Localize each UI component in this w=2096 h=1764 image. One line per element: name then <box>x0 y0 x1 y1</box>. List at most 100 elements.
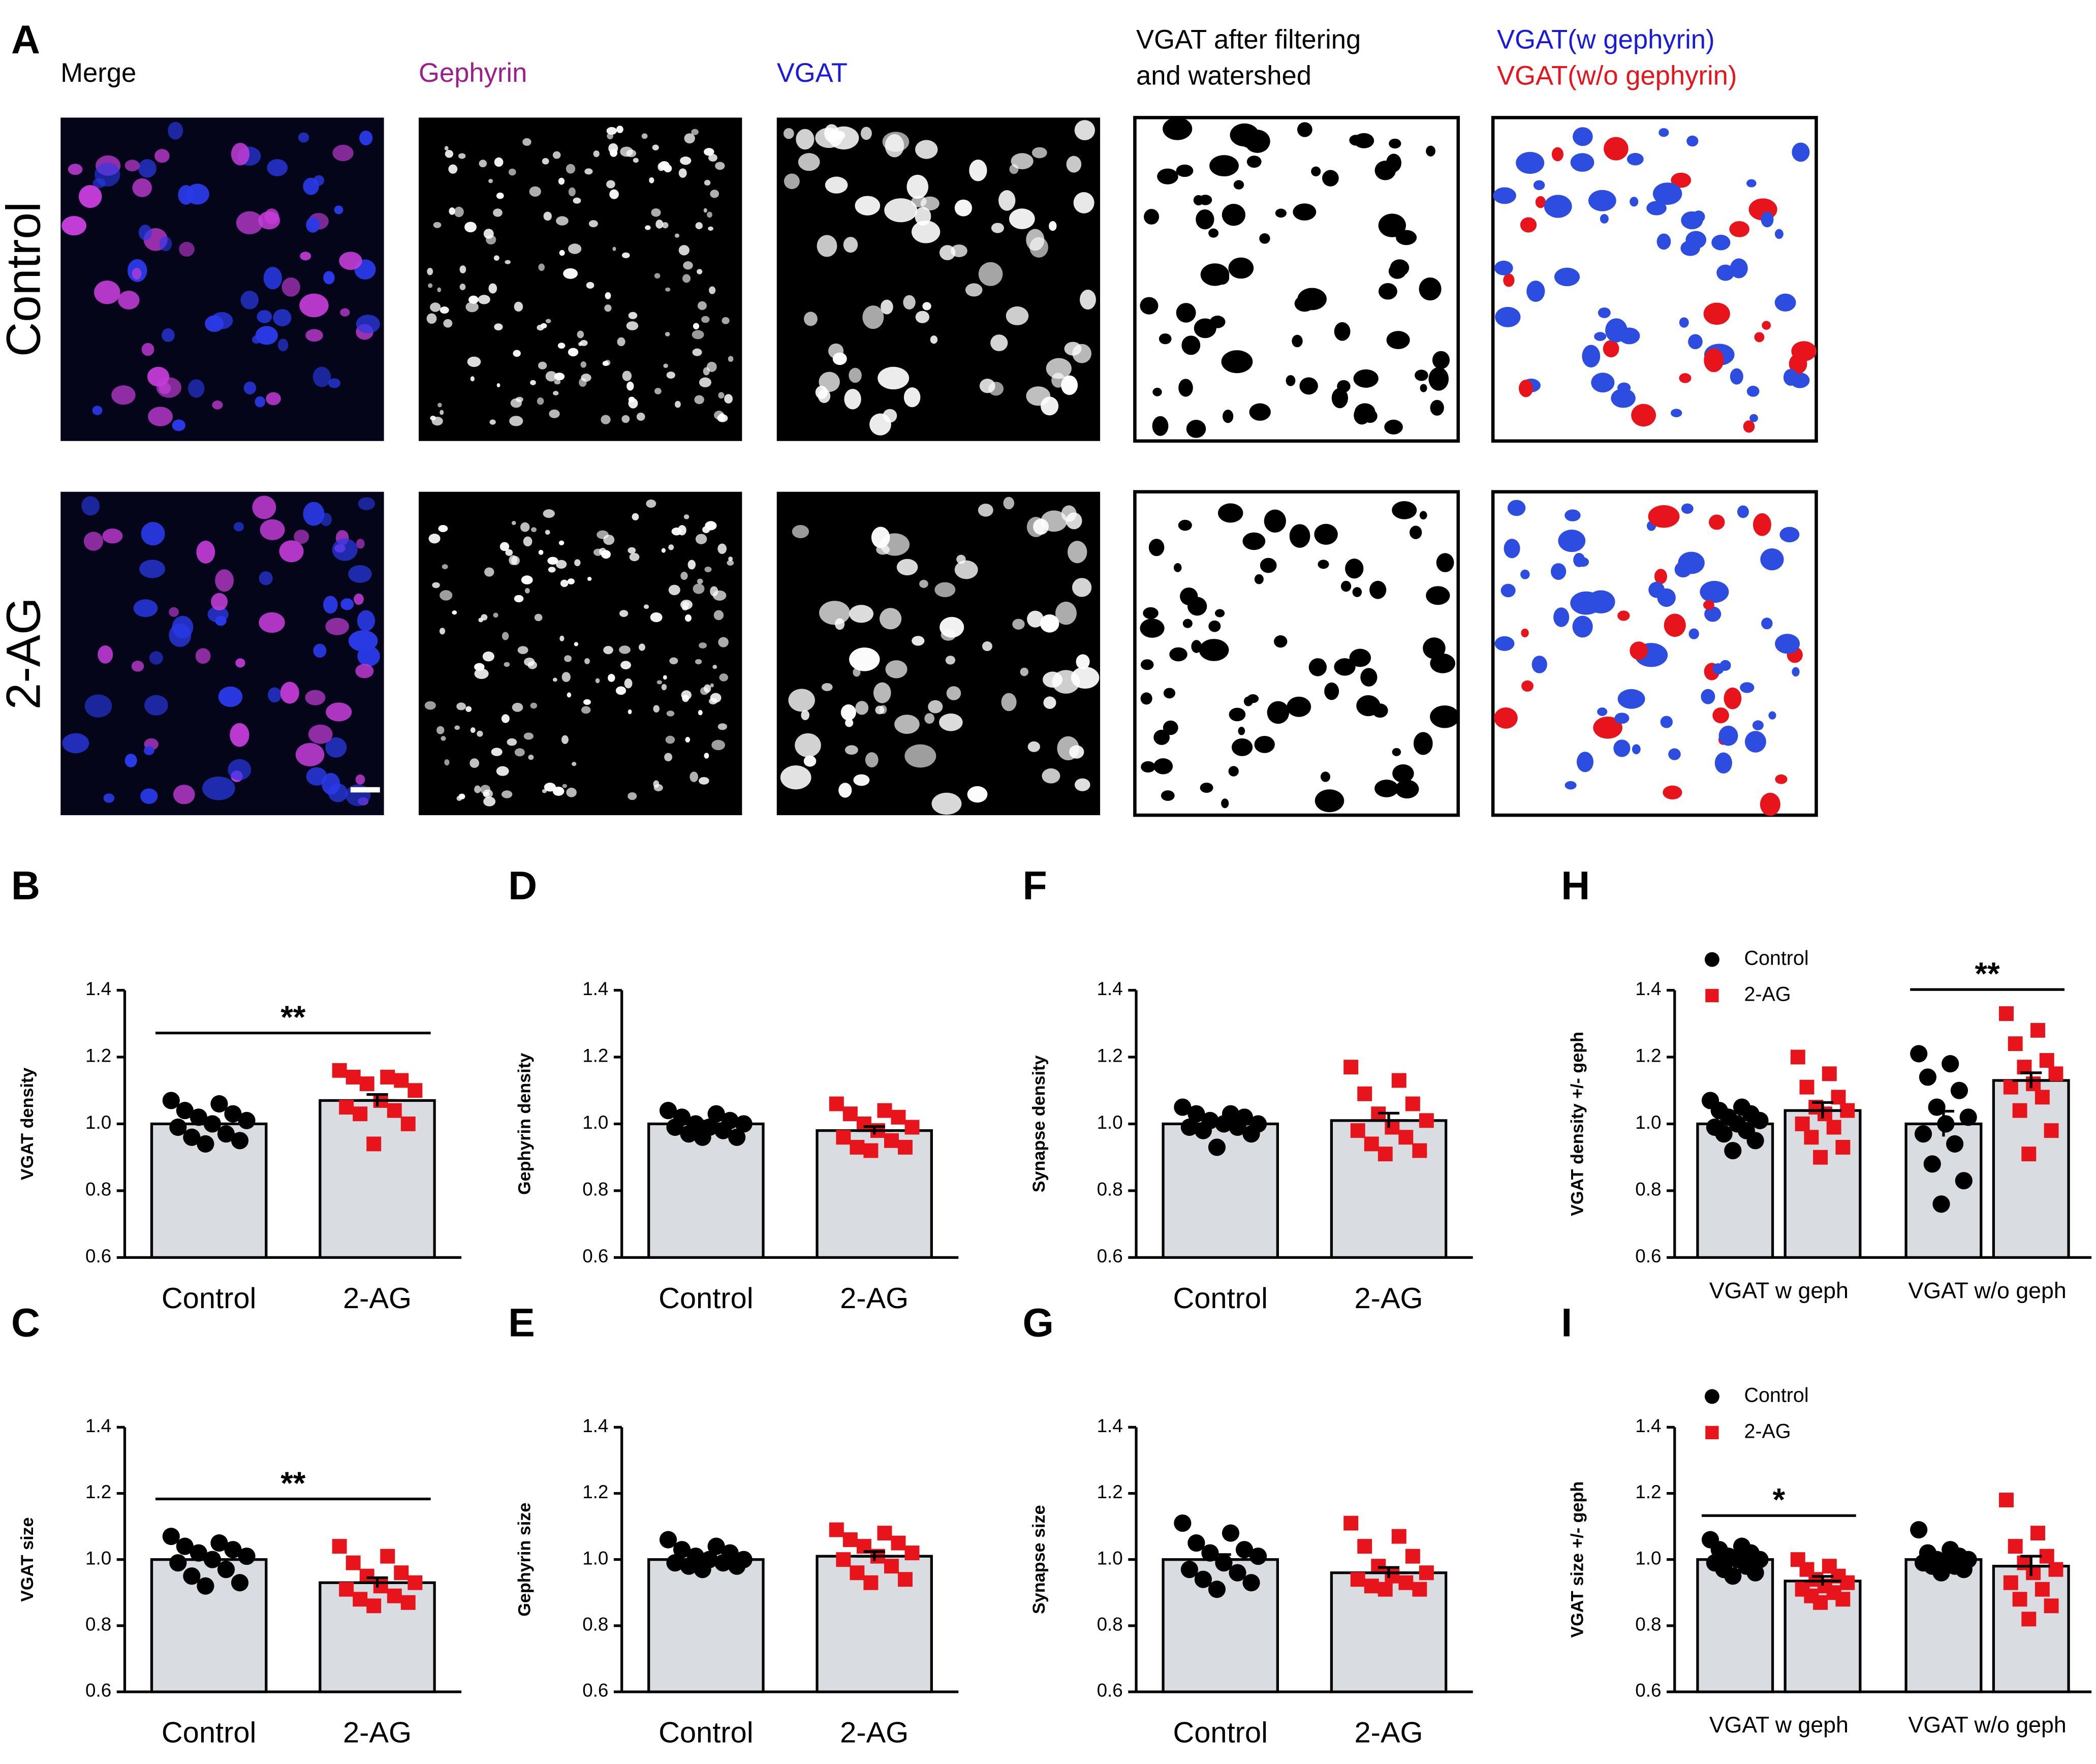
data-point <box>394 1073 409 1088</box>
image-blob <box>1740 682 1755 693</box>
image-blob <box>1274 635 1288 648</box>
y-axis-label: Synapse size <box>1029 1505 1049 1614</box>
image-blob <box>530 380 536 386</box>
row-label: 2-AG <box>0 597 51 709</box>
data-point <box>728 1128 746 1146</box>
image-blob <box>312 366 331 387</box>
scale-bar <box>350 787 380 793</box>
image-blob <box>1426 145 1435 157</box>
data-point <box>1724 1567 1742 1585</box>
data-point <box>1350 1123 1365 1138</box>
image-blob <box>188 379 205 398</box>
image-blob <box>951 244 967 257</box>
data-point <box>884 1133 899 1148</box>
image-blob <box>853 668 861 677</box>
data-point <box>210 1095 228 1113</box>
image-blob <box>233 522 244 532</box>
image-blob <box>1374 161 1396 180</box>
image-blob <box>1430 399 1444 416</box>
image-blob <box>432 582 440 589</box>
x-tick-label: 2-AG <box>1355 1282 1423 1315</box>
image-blob <box>306 217 320 233</box>
image-blob <box>514 595 524 603</box>
data-point <box>1932 1195 1950 1213</box>
image-blob <box>458 793 465 799</box>
data-point <box>197 1577 214 1595</box>
image-blob <box>567 578 575 584</box>
image-blob <box>1196 209 1214 230</box>
image-blob <box>1680 240 1700 256</box>
image-blob <box>273 309 292 327</box>
image-blob <box>701 316 710 323</box>
image-blob <box>601 550 611 559</box>
image-blob <box>320 513 332 527</box>
image-title: VGAT after filtering <box>1136 24 1361 54</box>
image-blob <box>608 143 618 153</box>
image-blob <box>1668 748 1681 760</box>
data-point <box>863 1575 879 1590</box>
data-point <box>2012 1103 2027 1118</box>
image-blob <box>1242 532 1266 550</box>
image-blob <box>1686 135 1699 147</box>
data-point <box>1222 1524 1240 1542</box>
image-blob <box>281 277 300 297</box>
panel-label: A <box>11 17 40 62</box>
image-blob <box>236 211 263 234</box>
image-blob <box>340 598 354 610</box>
image-blob <box>1322 170 1339 187</box>
data-point <box>1242 1574 1260 1592</box>
data-point <box>714 1122 732 1139</box>
y-tick-label: 1.2 <box>1635 1045 1661 1066</box>
data-point <box>1201 1544 1219 1562</box>
image-blob <box>1178 379 1193 397</box>
image-blob <box>502 632 509 640</box>
data-point <box>842 1106 858 1122</box>
data-point <box>2044 1598 2059 1614</box>
y-tick-label: 0.8 <box>582 1614 608 1635</box>
data-point <box>1950 1081 1968 1099</box>
image-blob <box>693 583 705 594</box>
image-blob <box>1061 375 1078 395</box>
image-blob <box>1593 716 1622 739</box>
image-blob <box>228 759 252 781</box>
image-blob <box>267 159 288 176</box>
image-blob <box>545 371 557 382</box>
data-point <box>359 1568 374 1584</box>
image-blob <box>1246 133 1266 149</box>
image-title: VGAT(w/o gephyrin) <box>1497 60 1737 90</box>
image-blob <box>1749 414 1758 422</box>
image-blob <box>465 301 479 313</box>
image-blob <box>441 736 446 741</box>
image-blob <box>1293 203 1317 221</box>
image-blob <box>294 530 309 544</box>
data-point <box>190 1108 207 1126</box>
image-blob <box>680 572 688 580</box>
image-blob <box>1221 798 1229 809</box>
image-blob <box>542 789 547 793</box>
data-point <box>2012 1592 2027 1607</box>
image-blob <box>474 785 481 793</box>
image-panel <box>776 491 1101 816</box>
bar <box>1904 1122 1983 1259</box>
image-blob <box>915 140 938 159</box>
image-blob <box>873 682 891 703</box>
image-blob <box>817 235 837 257</box>
data-point <box>1194 1122 1212 1139</box>
image-blob <box>1392 764 1414 783</box>
image-blob <box>1287 696 1311 717</box>
image-blob <box>356 539 365 549</box>
image-blob <box>680 157 692 165</box>
data-point <box>891 1535 906 1551</box>
y-tick-label: 1.2 <box>1097 1045 1123 1066</box>
image-blob <box>934 582 956 597</box>
image-blob <box>196 540 215 564</box>
image-blob <box>662 222 669 229</box>
image-blob <box>169 607 179 617</box>
image-blob <box>903 295 916 310</box>
image-blob <box>1182 618 1193 628</box>
image-blob <box>617 337 625 347</box>
image-blob <box>815 386 828 399</box>
image-blob <box>1228 257 1254 279</box>
legend-label: Control <box>1744 947 1808 969</box>
image-blob <box>1055 601 1077 625</box>
